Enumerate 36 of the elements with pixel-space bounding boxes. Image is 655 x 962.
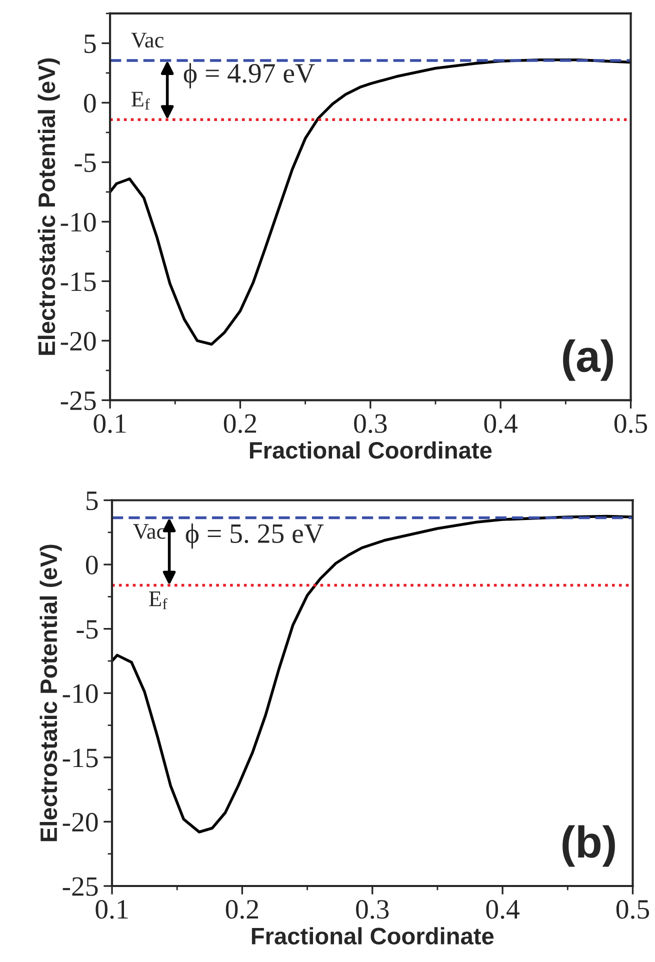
- y-tick-label: -10: [62, 684, 98, 704]
- y-tick-label: 5: [86, 492, 98, 510]
- y-tick-label: 0: [84, 94, 96, 113]
- x-tick-label: 0.3: [354, 414, 387, 434]
- x-tick-label: 0.5: [616, 900, 650, 919]
- y-tick-label: -15: [62, 748, 98, 768]
- annotation: ϕ = 4.97 eV: [184, 63, 315, 88]
- y-tick-label: -25: [60, 391, 96, 410]
- y-axis-title: Electrostatic Potential (eV): [40, 544, 62, 842]
- y-tick-label: -20: [60, 332, 96, 351]
- y-tick-label: 5: [84, 34, 96, 54]
- ref-line-label: E$_{f}$: [149, 592, 168, 610]
- y-tick-label: -15: [60, 272, 96, 292]
- y-tick-label: -5: [74, 154, 96, 172]
- ref-line-label: E$_{f}$: [132, 92, 150, 110]
- y-tick-label: -10: [60, 212, 96, 232]
- y-tick-label: 0: [86, 556, 98, 574]
- x-axis-title: Fractional Coordinate: [250, 441, 492, 459]
- x-tick-label: 0.2: [224, 414, 256, 434]
- y-tick-label: -5: [76, 620, 98, 639]
- x-tick-label: 0.1: [96, 900, 128, 919]
- annotation: ϕ = 5. 25 eV: [186, 523, 324, 549]
- annotation: (a): [563, 339, 613, 381]
- y-axis-title: Electrostatic Potential (eV): [38, 58, 60, 355]
- y-tick-label: -20: [62, 812, 98, 832]
- x-tick-label: 0.3: [356, 900, 389, 919]
- x-tick-label: 0.5: [614, 414, 648, 434]
- x-tick-label: 0.2: [226, 900, 258, 919]
- annotation: (b): [562, 825, 615, 867]
- ref-line-label: Vac: [133, 524, 166, 540]
- x-tick-label: 0.1: [94, 414, 126, 434]
- ref-line-label: Vac: [131, 32, 164, 48]
- y-tick-label: -25: [62, 877, 98, 896]
- x-axis-title: Fractional Coordinate: [252, 927, 494, 945]
- x-tick-label: 0.4: [484, 414, 518, 434]
- x-tick-label: 0.4: [486, 900, 520, 919]
